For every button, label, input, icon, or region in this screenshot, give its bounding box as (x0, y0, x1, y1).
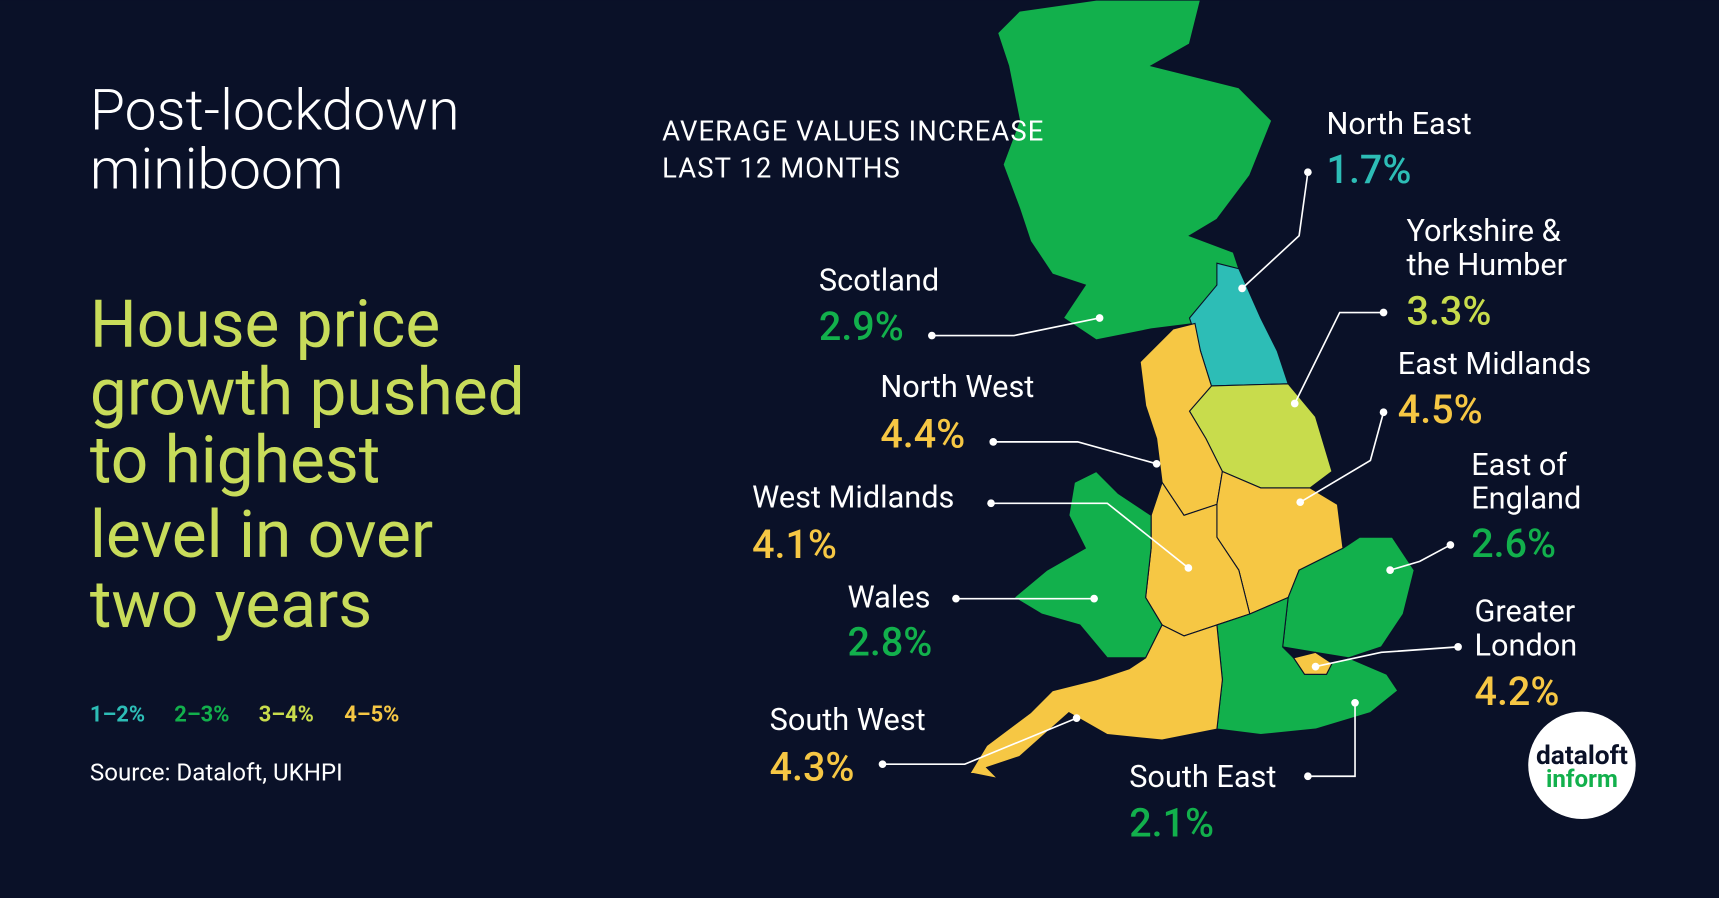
legend-item: 4–5% (344, 702, 399, 727)
region-shape (1139, 322, 1223, 516)
region-shape (1292, 651, 1333, 675)
legend-item: 1–2% (90, 702, 145, 727)
region-labels: Scotland 2.9% North East 1.7% Yorkshire … (752, 107, 1591, 847)
headline-line: House price (90, 286, 440, 363)
region-value: 4.3% (770, 744, 855, 791)
region-name: South East (1129, 760, 1276, 795)
logo-circle (1528, 711, 1636, 820)
leader-line (1299, 412, 1385, 503)
legend-item: 3–4% (259, 702, 314, 727)
region-value: 2.1% (1129, 800, 1214, 847)
title: Post-lockdown (90, 76, 460, 143)
region-value: 4.4% (880, 410, 965, 457)
headline: House price growth pushed to highest lev… (90, 286, 525, 644)
region-value: 2.9% (819, 303, 904, 350)
region-value: 3.3% (1407, 288, 1492, 335)
leader-line (1315, 646, 1459, 668)
legend: 1–2% 2–3% 3–4% 4–5% (90, 702, 399, 727)
map-heading: AVERAGE VALUES INCREASE (662, 115, 1044, 147)
source: Source: Dataloft, UKHPI (90, 759, 343, 787)
headline-line: growth pushed (90, 354, 525, 431)
region-value: 4.2% (1475, 668, 1560, 715)
leader-line (1307, 702, 1356, 778)
region-name: South West (770, 703, 926, 738)
region-name: Wales (847, 580, 930, 615)
region-name: West Midlands (752, 481, 954, 516)
leader-line (1241, 172, 1309, 289)
leader-line (993, 441, 1157, 465)
region-shape (969, 624, 1223, 780)
region-name: East of (1471, 448, 1567, 483)
map (969, 0, 1415, 780)
leader-line (882, 717, 1077, 766)
region-name: North East (1327, 107, 1472, 142)
headline-line: level in over (90, 497, 433, 574)
region-name: England (1471, 482, 1581, 517)
region-name: Greater (1475, 595, 1576, 630)
region-value: 2.8% (847, 619, 932, 666)
headline-line: to highest (90, 422, 380, 499)
region-value: 4.5% (1398, 386, 1483, 433)
region-name: Yorkshire & (1407, 214, 1561, 249)
logo-text: dataloft (1536, 741, 1628, 771)
region-value: 1.7% (1327, 146, 1412, 193)
region-name: Scotland (819, 264, 939, 299)
leader-line (991, 502, 1189, 569)
logo-text: inform (1546, 765, 1618, 793)
region-value: 4.1% (752, 521, 837, 568)
region-value: 2.6% (1471, 520, 1556, 567)
leader-line (931, 317, 1100, 337)
headline-line: two years (90, 567, 372, 644)
region-name: the Humber (1407, 248, 1567, 283)
title: miniboom (90, 136, 344, 203)
region-name: London (1475, 629, 1578, 664)
region-name: East Midlands (1398, 347, 1591, 382)
region-name: North West (880, 370, 1034, 405)
logo: dataloft inform (1528, 711, 1636, 820)
leader-line (1389, 544, 1451, 571)
map-heading: LAST 12 MONTHS (662, 153, 901, 185)
leader-lines (878, 168, 1462, 781)
leader-line (1293, 311, 1384, 404)
legend-item: 2–3% (174, 702, 229, 727)
region-shape (1282, 536, 1415, 659)
